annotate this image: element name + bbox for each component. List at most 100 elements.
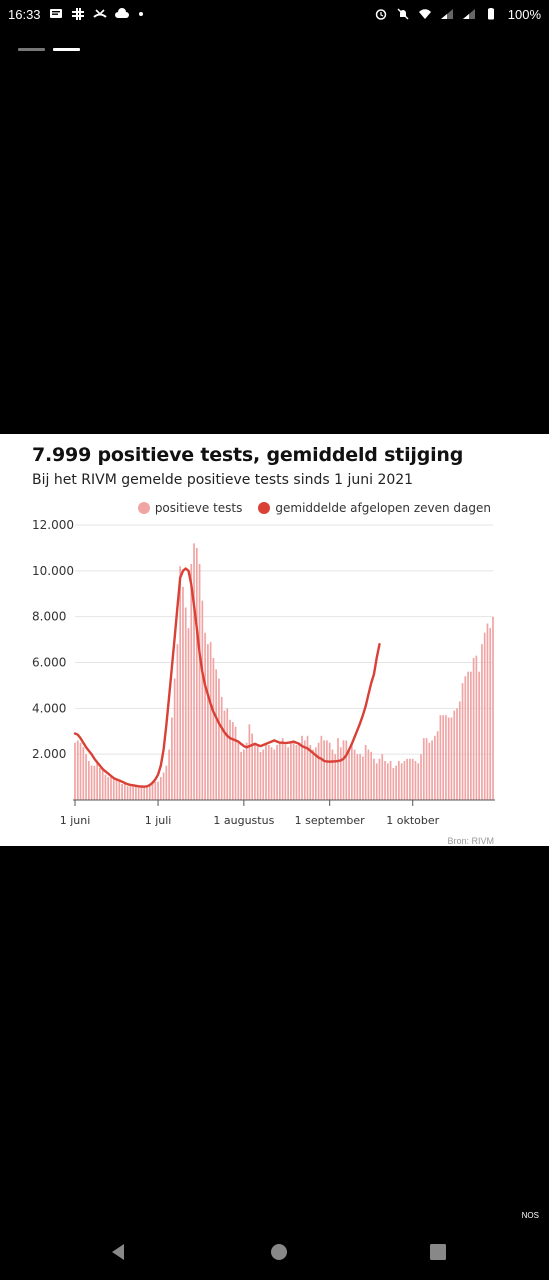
chart-bar (445, 715, 447, 800)
x-tick-label: 1 oktober (386, 814, 439, 827)
chart-bar (273, 749, 276, 800)
chart-bar (409, 758, 411, 800)
chart-bar (386, 763, 389, 800)
chart-bar (337, 738, 339, 800)
legend-dot-line (258, 502, 271, 514)
chart-bar (218, 678, 220, 800)
chart-bar (207, 644, 209, 800)
chart-bar (270, 747, 273, 800)
chart-bar (90, 765, 93, 800)
chart-bar (384, 761, 386, 800)
chart-bar (314, 747, 317, 800)
home-icon[interactable] (269, 1242, 289, 1262)
chart-legend: positieve tests gemiddelde afgelopen zev… (137, 501, 491, 515)
chart-bar (431, 740, 433, 800)
chart-bar (256, 745, 259, 800)
chart-bar (464, 676, 467, 800)
chart-bar (173, 678, 176, 800)
chart-bar (99, 767, 101, 800)
chart-bar (389, 761, 392, 800)
chart-bar (469, 671, 472, 800)
chart-bar (179, 566, 182, 800)
chart-bar (74, 742, 76, 800)
chart-bar (312, 749, 314, 800)
back-icon[interactable] (108, 1242, 128, 1262)
chart-bar (456, 708, 458, 800)
chart-bar (359, 754, 361, 800)
x-tick-label: 1 september (295, 814, 366, 827)
chart-bar (362, 756, 364, 800)
chart-bar (176, 644, 179, 800)
chart-bar (104, 774, 107, 800)
chart-bar (237, 742, 240, 800)
notification-dot-icon (138, 12, 143, 16)
alarm-icon (374, 8, 388, 20)
chart-subtitle: Bij het RIVM gemelde positieve tests sin… (32, 472, 414, 488)
chart-bar (367, 749, 370, 800)
chart-bar (328, 742, 331, 800)
chart-bar (254, 742, 256, 800)
chart-bar (439, 715, 442, 800)
chart-card: 7.999 positieve tests, gemiddeld stijgin… (0, 434, 549, 846)
chart-bar (334, 754, 337, 800)
chart-bar (132, 786, 134, 800)
chart-bar (212, 657, 215, 800)
chart-bar (245, 742, 248, 800)
chart-bar (375, 763, 378, 800)
average-line (73, 567, 381, 788)
chart-bar (251, 733, 254, 800)
chart-bar (478, 671, 481, 800)
chart-bar (400, 763, 403, 800)
chart-bar (492, 616, 494, 800)
chart-bar (135, 786, 137, 800)
legend-dot-bars (137, 502, 150, 514)
legend-label-line: gemiddelde afgelopen zeven dagen (275, 501, 491, 515)
signal-icon (440, 8, 454, 20)
chart-bar (320, 735, 323, 800)
story-segment-active[interactable] (53, 48, 80, 51)
chart-bar (129, 786, 132, 800)
chart-bar (370, 751, 373, 800)
chart-bar (162, 772, 165, 800)
chart-bar (168, 749, 170, 800)
chart-bar (231, 722, 234, 800)
chart-bar (143, 786, 146, 800)
chart-bar (420, 754, 422, 800)
chart-bar (187, 628, 190, 800)
chart-bar (303, 740, 306, 800)
chart-bar (339, 747, 342, 800)
chart-bar (209, 641, 212, 800)
chart-bar (234, 726, 237, 800)
chart-bar (481, 644, 483, 800)
chart-bar (403, 761, 406, 800)
chart-bar (472, 657, 475, 800)
chart-bar (171, 717, 173, 800)
y-tick-label: 6.000 (32, 656, 66, 670)
story-segment[interactable] (18, 48, 45, 51)
chart-bar (345, 740, 348, 800)
chart-bar (486, 623, 489, 800)
legend-item-line: gemiddelde afgelopen zeven dagen (258, 501, 491, 515)
chart-bar (267, 745, 270, 800)
chart-bar (353, 749, 356, 800)
status-bar: 16:33 100% (0, 0, 549, 28)
chart-bar (226, 708, 229, 800)
status-time: 16:33 (8, 6, 41, 22)
chart-bar (306, 735, 309, 800)
battery-icon (484, 8, 498, 20)
chart-bar (453, 710, 456, 800)
legend-label-bars: positieve tests (154, 501, 243, 515)
recents-icon[interactable] (428, 1242, 448, 1262)
chart-bar (348, 749, 350, 800)
chart-title: 7.999 positieve tests, gemiddeld stijgin… (32, 444, 464, 466)
chart-bar (223, 710, 226, 800)
chart-bar (395, 765, 397, 800)
y-tick-label: 10.000 (32, 564, 74, 578)
y-tick-label: 12.000 (32, 518, 74, 532)
chart-bar (392, 767, 395, 800)
chart-bar (204, 632, 206, 800)
chart-bar (295, 745, 298, 800)
chart-bar (148, 786, 151, 800)
chart-bar (489, 628, 492, 800)
x-tick-label: 1 juni (60, 814, 91, 827)
